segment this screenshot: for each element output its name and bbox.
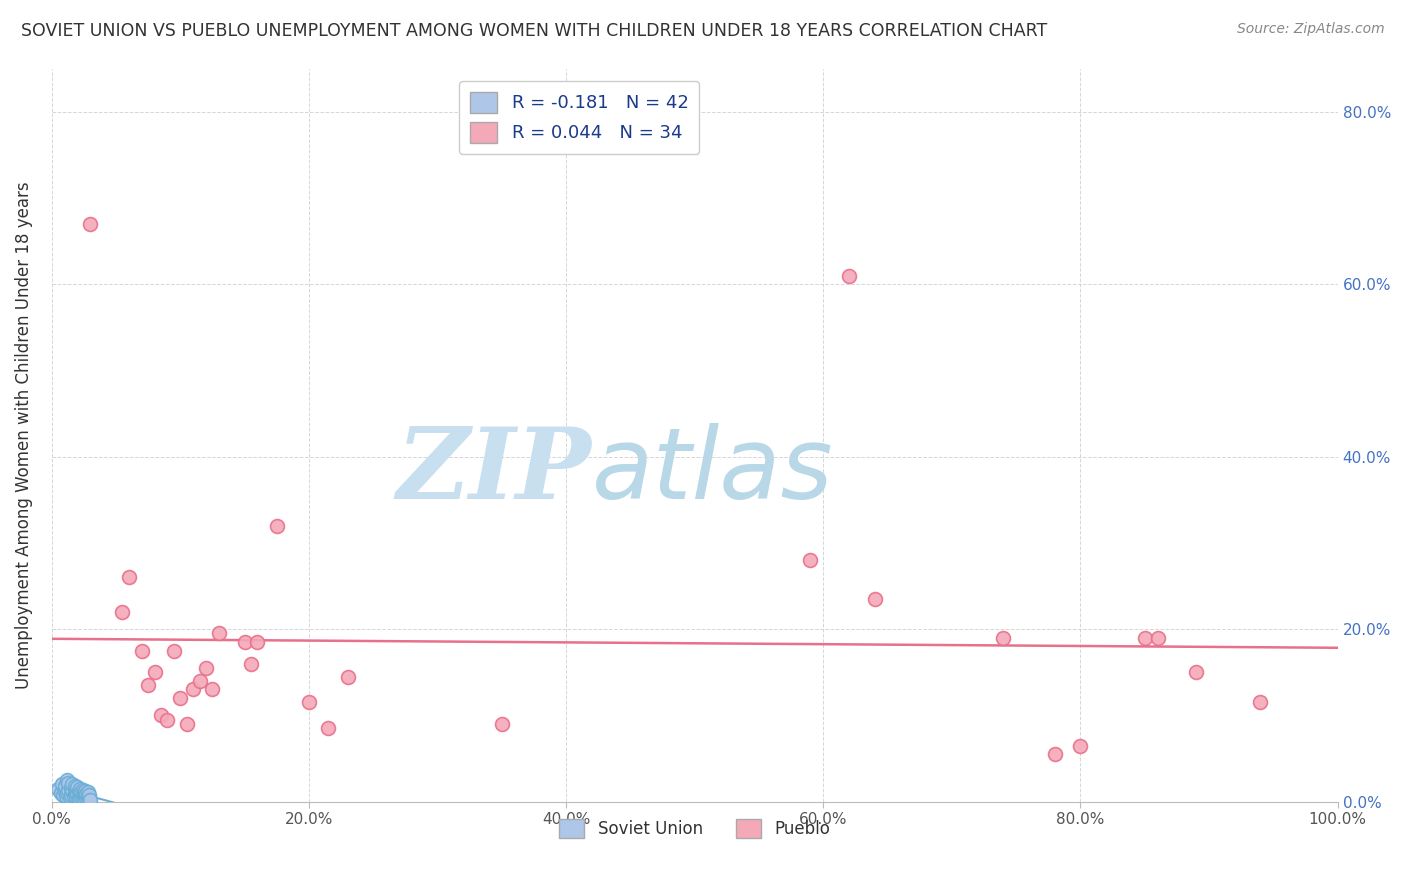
Point <box>55 789 77 804</box>
Point <box>176 717 198 731</box>
Point <box>72 783 94 797</box>
Point <box>52 788 75 802</box>
Point <box>233 635 256 649</box>
Point <box>56 786 79 800</box>
Point <box>1069 739 1091 753</box>
Point <box>56 772 79 787</box>
Point <box>63 779 86 793</box>
Point <box>181 682 204 697</box>
Point <box>266 518 288 533</box>
Point <box>1250 695 1272 709</box>
Point <box>298 695 321 709</box>
Point <box>188 673 211 688</box>
Point <box>59 790 82 805</box>
Point <box>336 669 359 683</box>
Point <box>67 784 90 798</box>
Point <box>75 784 97 798</box>
Point <box>60 788 83 802</box>
Point <box>76 787 98 801</box>
Point <box>150 708 173 723</box>
Point <box>65 782 87 797</box>
Point <box>1043 747 1066 761</box>
Point <box>240 657 263 671</box>
Point <box>1185 665 1208 680</box>
Text: Source: ZipAtlas.com: Source: ZipAtlas.com <box>1237 22 1385 37</box>
Legend: Soviet Union, Pueblo: Soviet Union, Pueblo <box>553 812 837 845</box>
Point <box>863 591 886 606</box>
Point <box>60 780 83 795</box>
Point <box>58 775 80 789</box>
Point <box>75 789 97 804</box>
Point <box>136 678 159 692</box>
Point <box>53 779 76 793</box>
Point <box>69 788 91 802</box>
Text: SOVIET UNION VS PUEBLO UNEMPLOYMENT AMONG WOMEN WITH CHILDREN UNDER 18 YEARS COR: SOVIET UNION VS PUEBLO UNEMPLOYMENT AMON… <box>21 22 1047 40</box>
Point <box>246 635 269 649</box>
Point <box>143 665 166 680</box>
Point <box>131 643 153 657</box>
Point <box>1146 631 1168 645</box>
Point <box>79 217 101 231</box>
Point <box>53 784 76 798</box>
Point <box>62 789 84 803</box>
Point <box>60 784 83 798</box>
Point <box>70 785 93 799</box>
Point <box>65 789 87 804</box>
Point <box>73 786 96 800</box>
Point <box>156 713 179 727</box>
Point <box>69 781 91 796</box>
Point <box>111 605 134 619</box>
Point <box>72 789 94 803</box>
Point <box>58 782 80 797</box>
Y-axis label: Unemployment Among Women with Children Under 18 years: Unemployment Among Women with Children U… <box>15 181 32 689</box>
Point <box>1133 631 1156 645</box>
Point <box>76 785 98 799</box>
Text: ZIP: ZIP <box>396 424 592 520</box>
Point <box>316 721 339 735</box>
Point <box>46 781 69 796</box>
Point <box>118 570 141 584</box>
Point <box>799 553 821 567</box>
Point <box>163 643 186 657</box>
Point <box>67 791 90 805</box>
Point <box>66 787 89 801</box>
Point <box>60 777 83 791</box>
Point <box>51 777 73 791</box>
Point <box>77 788 100 802</box>
Point <box>201 682 224 697</box>
Point <box>491 717 513 731</box>
Point <box>73 792 96 806</box>
Point <box>79 793 101 807</box>
Point <box>993 631 1015 645</box>
Point <box>49 786 72 800</box>
Point <box>195 661 218 675</box>
Point <box>77 792 100 806</box>
Point <box>76 791 98 805</box>
Point <box>70 790 93 805</box>
Text: atlas: atlas <box>592 423 834 520</box>
Point <box>76 790 98 805</box>
Point <box>169 691 191 706</box>
Point <box>66 780 89 794</box>
Point <box>208 626 231 640</box>
Point <box>838 268 860 283</box>
Point <box>63 786 86 800</box>
